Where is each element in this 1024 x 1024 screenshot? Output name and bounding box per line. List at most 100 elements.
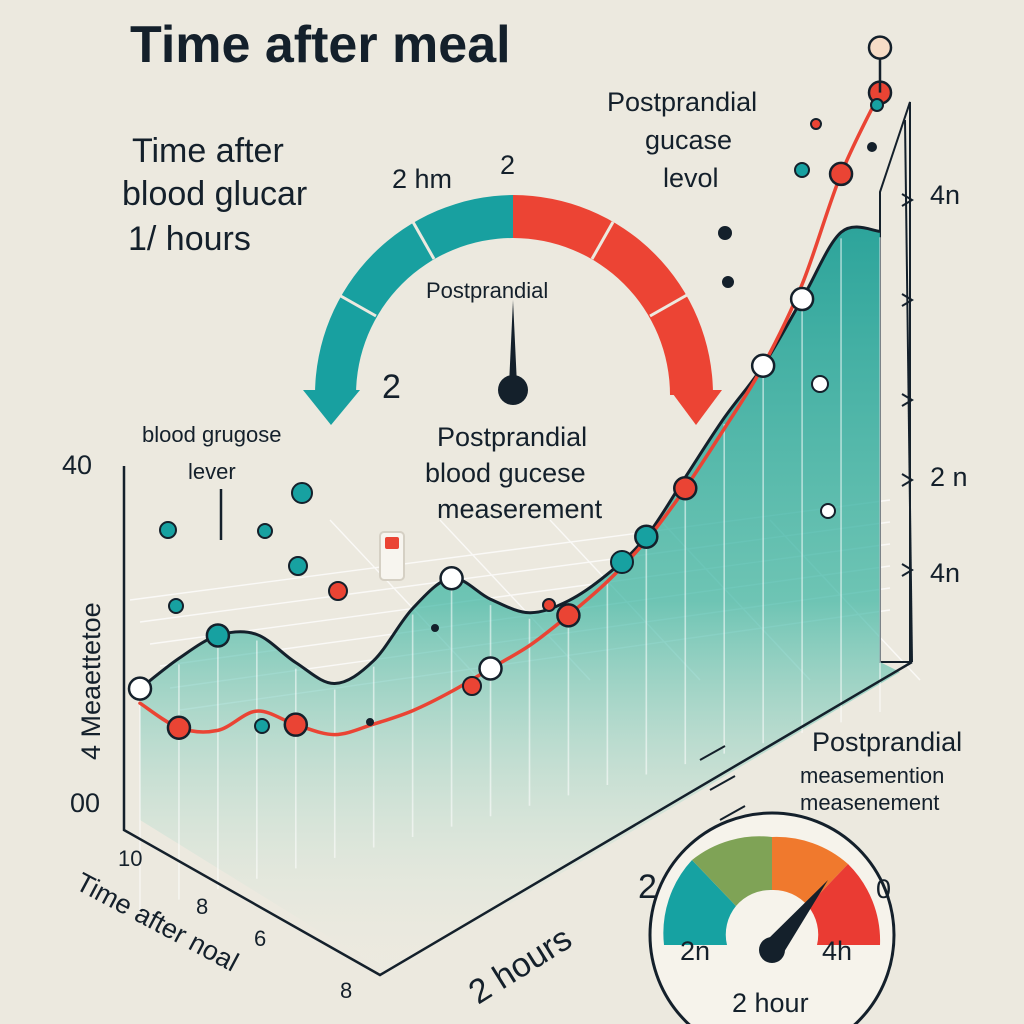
decorative-dot bbox=[431, 624, 439, 632]
gauge-red-arc bbox=[513, 195, 713, 395]
lower-right-annotation-line-1: Postprandial bbox=[812, 727, 962, 757]
line-point-14 bbox=[673, 475, 698, 501]
decorative-dot bbox=[291, 482, 313, 504]
right-tick-2: 2 n bbox=[930, 462, 968, 492]
x-end-tick: 2 bbox=[638, 868, 657, 906]
bottom-gauge-orange-segment bbox=[772, 836, 848, 906]
gauge-teal-arc bbox=[315, 195, 513, 395]
gauge-caption-line-3: measerement bbox=[437, 494, 603, 524]
gauge-caption-line-2: blood gucese bbox=[425, 458, 586, 488]
gauge-tick-marks bbox=[338, 221, 688, 318]
area-point-13 bbox=[634, 524, 659, 549]
decorative-dot bbox=[288, 556, 308, 576]
bottom-gauge-green-segment bbox=[692, 836, 772, 906]
decorative-dot bbox=[168, 598, 184, 614]
top-gauge: 2 hm 2 Postprandial 2 bbox=[303, 150, 722, 425]
side-caption: Time after blood glucar 1/ hours bbox=[122, 132, 307, 258]
axis-frame bbox=[122, 466, 913, 977]
right-axis-tick bbox=[901, 293, 914, 307]
x-tick-4: 8 bbox=[340, 978, 352, 1003]
decorative-dot bbox=[159, 521, 177, 539]
gauge-caption: Postprandial blood gucese measerement bbox=[425, 422, 603, 524]
line-point-18 bbox=[828, 161, 854, 187]
gauge-needle-hub bbox=[498, 375, 528, 405]
decorative-dot bbox=[722, 276, 734, 288]
bottom-gauge-red-segment bbox=[808, 864, 881, 945]
gauge-right-label: 2 bbox=[500, 150, 515, 180]
bottom-gauge-caption: 2 hour bbox=[732, 988, 809, 1018]
line-point-9 bbox=[478, 656, 503, 681]
area-point-17 bbox=[789, 286, 815, 312]
decorative-dot bbox=[257, 523, 273, 539]
left-callout: blood grugose lever bbox=[142, 422, 281, 540]
line-point-11 bbox=[556, 603, 581, 628]
decorative-dot bbox=[867, 142, 877, 152]
top-right-annotation: Postprandial gucase levol bbox=[607, 87, 757, 193]
lower-right-annotation: Postprandial measemention measenement bbox=[800, 727, 962, 815]
decorative-dot bbox=[328, 581, 348, 601]
chart-title: Time after meal bbox=[130, 16, 511, 74]
side-caption-line-3: 1/ hours bbox=[128, 220, 251, 258]
x-tick-3: 6 bbox=[254, 926, 266, 951]
y-axis-label: 4 Meaettetoe bbox=[76, 602, 106, 760]
decorative-dot bbox=[794, 162, 810, 178]
side-caption-line-2: blood glucar bbox=[122, 175, 307, 213]
top-right-annotation-line-3: levol bbox=[663, 163, 719, 193]
right-axis-tick bbox=[901, 193, 914, 207]
right-axis-tick bbox=[901, 393, 914, 407]
bottom-gauge-needle bbox=[764, 880, 828, 957]
y-tick-bottom: 00 bbox=[70, 788, 100, 818]
gauge-left-label: 2 hm bbox=[392, 164, 452, 194]
gauge-side-value: 2 bbox=[382, 368, 401, 406]
decorative-dot bbox=[820, 503, 836, 519]
right-tick-3: 4n bbox=[930, 558, 960, 588]
bottom-gauge-end-label: 0 bbox=[876, 874, 891, 904]
decorative-dot bbox=[254, 718, 270, 734]
decorative-dot bbox=[366, 718, 374, 726]
top-right-annotation-line-2: gucase bbox=[645, 125, 732, 155]
y-tick-top: 40 bbox=[62, 450, 92, 480]
decorative-dot bbox=[610, 550, 634, 574]
x-axis-tick bbox=[719, 805, 746, 821]
bottom-gauge-right-label: 4h bbox=[822, 936, 852, 966]
x-tick-1: 10 bbox=[118, 846, 142, 871]
area-fill bbox=[140, 227, 900, 975]
area-point-8 bbox=[439, 566, 464, 591]
lower-right-annotation-line-2: measemention bbox=[800, 763, 944, 788]
line-point-16 bbox=[750, 353, 776, 378]
gauge-caption-line-1: Postprandial bbox=[437, 422, 587, 452]
right-axis-tick bbox=[901, 473, 914, 487]
decorative-dot bbox=[810, 118, 822, 130]
gauge-right-arrow-icon bbox=[670, 390, 722, 425]
gauge-left-arrow-icon bbox=[303, 390, 360, 425]
top-right-annotation-line-1: Postprandial bbox=[607, 87, 757, 117]
gauge-center-label: Postprandial bbox=[426, 278, 548, 303]
area-point-0 bbox=[127, 676, 153, 701]
lower-right-annotation-line-3: measenement bbox=[800, 790, 939, 815]
device-marker-icon bbox=[379, 531, 405, 581]
bottom-gauge-left-label: 2n bbox=[680, 936, 710, 966]
top-pin-head bbox=[867, 35, 893, 60]
right-axis-tick bbox=[901, 563, 914, 577]
x-tick-2: 8 bbox=[196, 894, 208, 919]
left-callout-line-2: lever bbox=[188, 459, 236, 484]
x-axis-tick bbox=[709, 775, 736, 791]
decorative-dot bbox=[542, 598, 556, 612]
plot-area bbox=[122, 35, 914, 977]
line-point-1 bbox=[166, 715, 192, 740]
bottom-gauge-teal-segment bbox=[663, 860, 736, 945]
x-axis-tick bbox=[699, 745, 726, 761]
decorative-dot bbox=[811, 375, 829, 393]
area-point-2 bbox=[205, 623, 231, 648]
bottom-gauge-hub bbox=[759, 937, 785, 963]
right-tick-1: 4n bbox=[930, 180, 960, 210]
gauge-needle bbox=[509, 300, 517, 385]
decorative-dot bbox=[718, 226, 732, 240]
bottom-gauge: 2n 4h 0 2 hour bbox=[648, 811, 896, 1024]
left-callout-line-1: blood grugose bbox=[142, 422, 281, 447]
line-point-4 bbox=[283, 712, 309, 737]
decorative-dot bbox=[870, 98, 884, 112]
x-caption: 2 hours bbox=[462, 919, 578, 1011]
decorative-dot bbox=[462, 676, 482, 696]
